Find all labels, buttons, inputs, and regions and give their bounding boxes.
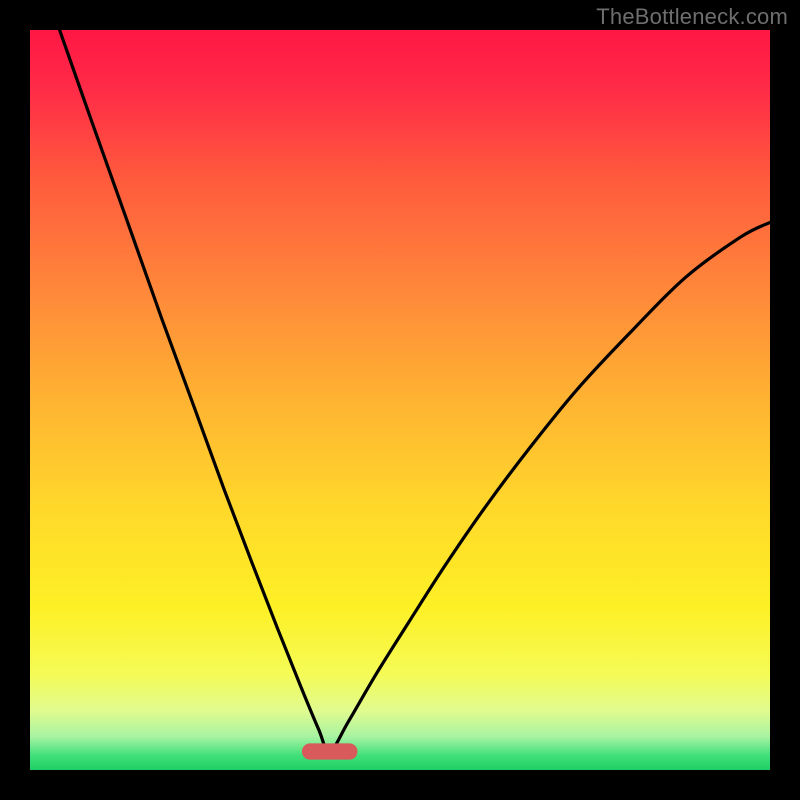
bottleneck-chart <box>0 0 800 800</box>
plot-background <box>30 30 770 770</box>
chart-container: TheBottleneck.com <box>0 0 800 800</box>
watermark-text: TheBottleneck.com <box>596 4 788 30</box>
optimal-marker <box>302 743 358 759</box>
